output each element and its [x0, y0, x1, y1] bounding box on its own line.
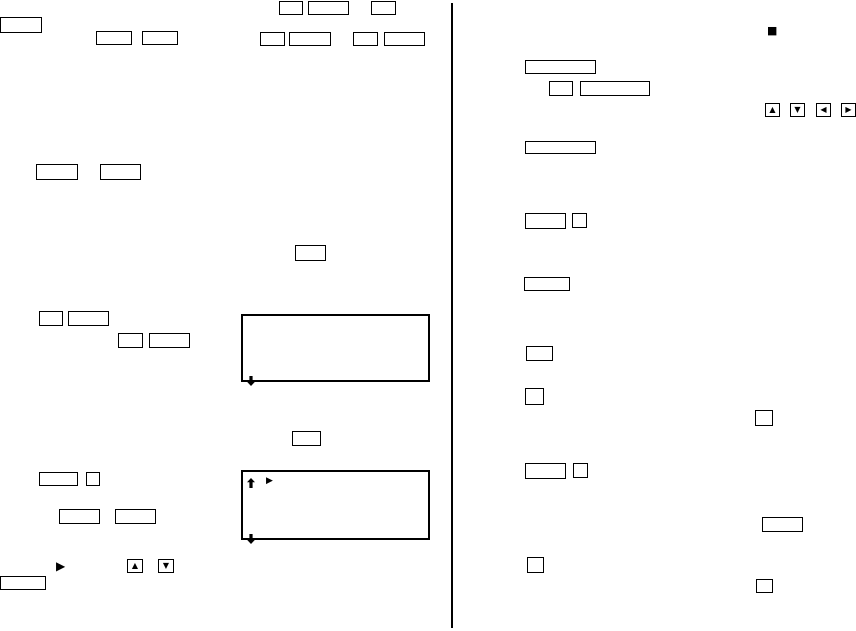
key-box: [525, 141, 596, 154]
key-box: [100, 164, 141, 180]
right-triangle-icon: ▶: [56, 559, 66, 573]
down-arrow-key: ▼: [790, 103, 805, 117]
key-box: [260, 32, 285, 46]
up-arrow-key: ▲: [127, 559, 143, 573]
key-box: [68, 311, 109, 326]
key-box: [142, 31, 178, 45]
left-arrow-icon: ◀: [820, 105, 827, 114]
scroll-down-arrow-icon: [247, 373, 255, 389]
key-box: [39, 472, 78, 486]
key-box: [115, 509, 156, 524]
right-arrow-key: ▶: [841, 103, 856, 117]
up-arrow-icon: ▲: [131, 561, 139, 570]
key-box: [96, 31, 132, 45]
up-arrow-key: ▲: [765, 103, 780, 117]
key-box: [0, 576, 46, 590]
key-box: [525, 463, 566, 479]
square-bullet-icon: ■: [767, 24, 778, 37]
key-box: [86, 472, 100, 486]
key-box: [525, 60, 596, 74]
key-box: [756, 579, 773, 593]
display-screen-2: ▶: [241, 470, 430, 544]
key-box: [525, 388, 544, 405]
key-box: [572, 213, 587, 228]
key-box: [573, 463, 588, 478]
key-box: [524, 277, 570, 291]
down-arrow-icon: ▼: [794, 105, 801, 114]
key-box: [0, 17, 42, 33]
key-box: [371, 1, 396, 15]
up-arrow-icon: ▲: [769, 105, 776, 114]
scroll-up-arrow-icon: [247, 475, 255, 491]
key-box: [526, 346, 553, 361]
key-box: [149, 333, 190, 348]
key-box: [36, 164, 78, 180]
key-box: [292, 431, 321, 446]
display-screen-1: [241, 314, 430, 386]
key-box: [353, 32, 378, 46]
down-arrow-icon: ▼: [162, 561, 170, 570]
cursor-triangle-icon: ▶: [266, 476, 273, 486]
key-box: [549, 81, 573, 96]
key-box: [59, 509, 100, 524]
left-arrow-key: ◀: [816, 103, 831, 117]
down-arrow-key: ▼: [158, 559, 174, 573]
key-box: [118, 333, 143, 348]
key-box: [289, 32, 331, 46]
key-box: [295, 245, 326, 261]
key-box: [384, 32, 425, 46]
key-box: [308, 1, 349, 15]
key-box: [755, 410, 773, 426]
key-box: [279, 1, 303, 15]
right-arrow-icon: ▶: [845, 105, 852, 114]
key-box: [580, 81, 650, 96]
column-divider: [451, 3, 453, 628]
key-box: [525, 213, 566, 229]
scroll-down-arrow-icon: [247, 531, 255, 547]
key-box: [527, 557, 544, 573]
key-box: [39, 311, 63, 326]
key-box: [762, 517, 803, 532]
